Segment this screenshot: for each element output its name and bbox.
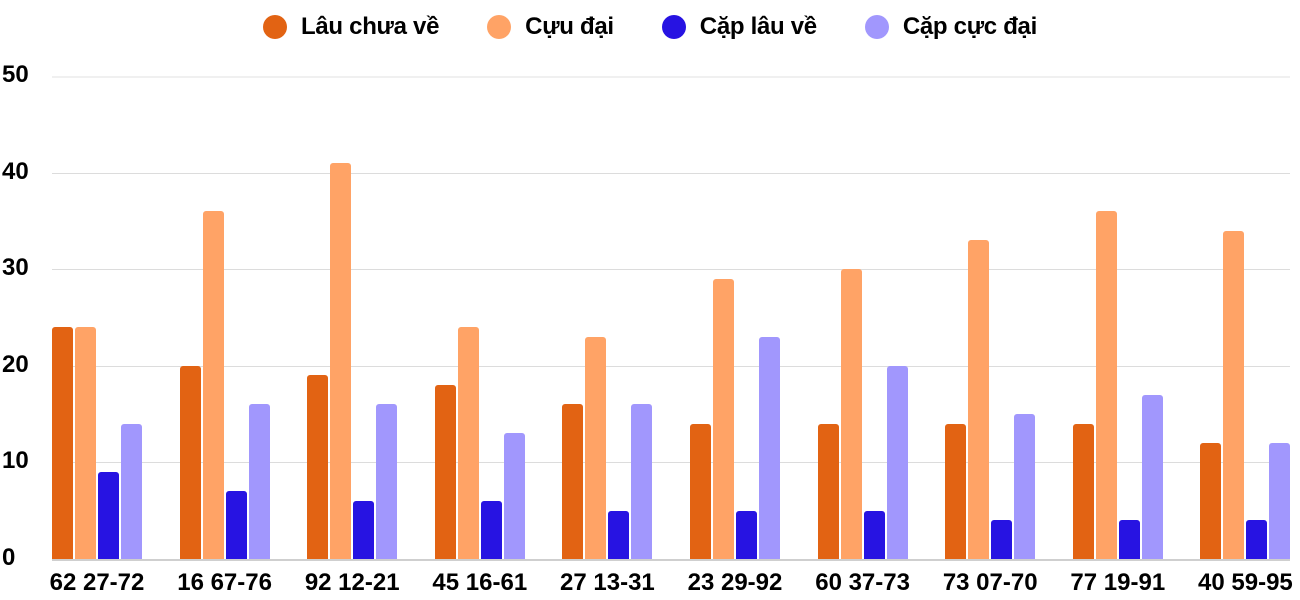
y-axis-tick-label: 10 [2, 447, 29, 475]
legend-label: Cặp cực đại [902, 13, 1037, 40]
x-axis-tick-label: 92 12-21 [304, 569, 400, 596]
bar[interactable] [52, 327, 73, 559]
x-axis-tick-label: 23 29-92 [687, 569, 783, 596]
x-axis-tick-label: 45 16-61 [432, 569, 528, 596]
legend-swatch-icon [661, 15, 686, 39]
bar[interactable] [840, 269, 862, 559]
bar[interactable] [585, 336, 607, 559]
bar[interactable] [991, 520, 1013, 559]
x-axis-tick-label: 27 13-31 [560, 569, 655, 596]
legend-item[interactable]: Lâu chưa về [263, 13, 439, 41]
legend-label: Cặp lâu về [699, 13, 817, 40]
bar[interactable] [886, 365, 908, 559]
bar[interactable] [1072, 423, 1094, 559]
gridline [52, 365, 1290, 367]
bar[interactable] [480, 501, 502, 559]
legend-label: Cựu đại [525, 13, 614, 40]
bar[interactable] [376, 404, 398, 559]
y-axis-tick-label: 50 [2, 61, 29, 88]
bar[interactable] [817, 423, 839, 559]
bar[interactable] [736, 510, 757, 559]
bar[interactable] [690, 423, 711, 559]
gridline [52, 172, 1290, 174]
bar[interactable] [503, 433, 525, 559]
legend-swatch-icon [864, 15, 889, 39]
x-axis-tick-label: 77 19-91 [1070, 569, 1166, 596]
bar[interactable] [1095, 211, 1117, 559]
bar[interactable] [248, 404, 270, 559]
chart-legend: Lâu chưa về Cựu đại Cặp lâu về Cặp cực đại [0, 8, 1300, 46]
x-axis-tick-label: 62 27-72 [49, 569, 145, 596]
x-axis-tick-label: 73 07-70 [942, 569, 1038, 596]
legend-swatch-icon [263, 15, 288, 39]
bar[interactable] [75, 327, 96, 559]
bar[interactable] [1269, 443, 1291, 559]
bar[interactable] [759, 336, 780, 559]
legend-item[interactable]: Cựu đại [487, 13, 614, 41]
y-axis-tick-label: 20 [2, 350, 29, 378]
x-axis-baseline [52, 559, 1290, 561]
bar[interactable] [713, 278, 734, 559]
bar[interactable] [631, 404, 653, 559]
bar[interactable] [1246, 520, 1268, 559]
bar[interactable] [608, 510, 630, 559]
x-axis-tick-label: 40 59-95 [1198, 569, 1293, 596]
legend-label: Lâu chưa về [301, 13, 440, 40]
bar[interactable] [562, 404, 584, 559]
legend-item[interactable]: Cặp cực đại [864, 13, 1037, 41]
bar[interactable] [98, 472, 119, 559]
gridline [52, 76, 1290, 78]
bar[interactable] [1014, 414, 1036, 559]
bar[interactable] [1223, 230, 1245, 559]
bar[interactable] [968, 240, 990, 559]
bar[interactable] [225, 491, 247, 559]
y-axis-tick-label: 30 [2, 254, 29, 282]
bar[interactable] [1200, 443, 1222, 559]
bar[interactable] [434, 385, 456, 559]
x-axis-tick-label: 16 67-76 [177, 569, 272, 596]
bar[interactable] [121, 423, 142, 559]
bar[interactable] [179, 365, 201, 559]
bar[interactable] [457, 327, 479, 559]
legend-swatch-icon [487, 15, 512, 39]
gridline [52, 269, 1290, 271]
bar[interactable] [330, 162, 352, 559]
gridline [52, 462, 1290, 464]
bar[interactable] [863, 510, 885, 559]
y-axis-tick-label: 0 [2, 544, 16, 571]
legend-item[interactable]: Cặp lâu về [661, 13, 817, 41]
bar[interactable] [307, 375, 329, 559]
y-axis-tick-label: 40 [2, 157, 29, 185]
x-axis-tick-label: 60 37-73 [815, 569, 910, 596]
bar[interactable] [1141, 394, 1163, 559]
bar[interactable] [202, 211, 224, 559]
bar[interactable] [353, 501, 375, 559]
bar[interactable] [1118, 520, 1140, 559]
bar[interactable] [945, 423, 967, 559]
